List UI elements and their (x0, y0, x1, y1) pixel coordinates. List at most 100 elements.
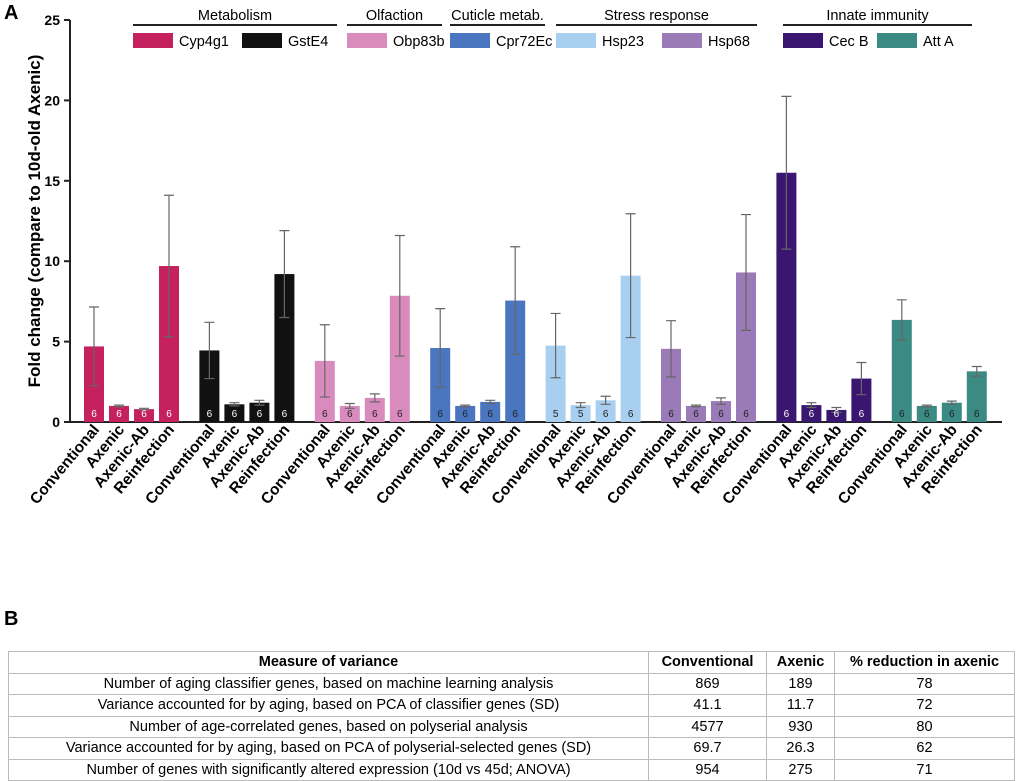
error-bar (164, 194, 174, 338)
n-label: 6 (141, 409, 147, 420)
error-bar (394, 234, 405, 357)
y-tick-label: 25 (44, 12, 60, 28)
table: Measure of variance Conventional Axenic% r… (8, 651, 1015, 781)
bar (134, 409, 154, 422)
n-label: 6 (949, 409, 955, 420)
legend-label: GstE4 (288, 34, 328, 50)
legend-label: Obp83b (393, 34, 445, 50)
legend-label: Hsp68 (708, 34, 750, 50)
y-tick-label: 20 (44, 92, 60, 108)
error-bar (575, 402, 586, 409)
header-row: Measure of variance Conventional Axenic% r… (8, 651, 1015, 674)
n-label: 6 (809, 409, 815, 420)
legend-swatch (556, 33, 596, 48)
cell: Number of genes with significantly alter… (8, 758, 649, 781)
legend-label: Cpr72Ec (496, 34, 552, 50)
bar (545, 345, 566, 422)
legend-swatch (783, 33, 823, 48)
n-label: 6 (693, 409, 699, 420)
n-label: 6 (743, 409, 749, 420)
n-label: 5 (578, 409, 584, 420)
bar (570, 405, 591, 422)
n-label: 6 (207, 409, 213, 420)
n-label: 6 (462, 409, 468, 420)
bar (941, 402, 962, 422)
row: Number of age-correlated genes, based on… (8, 715, 1015, 738)
row: Variance accounted for by aging, based o… (8, 694, 1015, 717)
bar (826, 409, 847, 422)
y-tick-label: 15 (44, 173, 60, 189)
bar (620, 275, 641, 422)
n-label: 6 (232, 409, 238, 420)
chart: Fold change (compare to 10d-old Axenic) … (25, 8, 1002, 508)
y-axis-label: Fold change (compare to 10d-old Axenic) (25, 55, 44, 388)
n-label: 6 (397, 409, 403, 420)
bar (389, 295, 410, 422)
error-bar (435, 308, 446, 389)
error-bar (691, 404, 701, 408)
n-label: 6 (116, 409, 122, 420)
n-label: 6 (372, 409, 378, 420)
header-cell: Axenic (766, 651, 835, 674)
error-bar (254, 399, 265, 406)
error-bar (806, 402, 817, 409)
bar (455, 405, 476, 422)
bar (776, 172, 797, 422)
y-tick-label: 5 (52, 334, 60, 350)
error-bar (831, 406, 842, 413)
error-bar (600, 395, 611, 405)
legend-swatch (662, 33, 702, 48)
bar (109, 405, 129, 422)
cell: 71 (834, 758, 1015, 781)
n-label: 6 (166, 409, 172, 420)
bar (891, 319, 912, 422)
n-label: 5 (553, 409, 559, 420)
error-bar (460, 404, 471, 408)
bar (364, 397, 385, 422)
cell: 72 (834, 694, 1015, 717)
bar (686, 405, 706, 422)
panel-label: B (4, 608, 19, 630)
header-cell: Conventional (648, 651, 767, 674)
legend-group-label: Cuticle metab. (451, 8, 544, 24)
error-bar (666, 320, 676, 378)
error-bar (856, 361, 867, 396)
header-cell: % reduction in axenic (834, 651, 1015, 674)
n-label: 6 (437, 409, 443, 420)
bar (595, 400, 616, 422)
legend-label: Hsp23 (602, 34, 644, 50)
row: Number of genes with significantly alter… (8, 758, 1015, 781)
row: Variance accounted for by aging, based o… (8, 737, 1015, 760)
n-label: 6 (718, 409, 724, 420)
bar (274, 274, 295, 422)
legend-swatch (242, 33, 282, 48)
error-bar (716, 397, 726, 405)
n-label: 6 (512, 409, 518, 420)
legend-group-label: Stress response (604, 8, 709, 24)
legend-group-label: Olfaction (366, 8, 423, 24)
bar (736, 272, 756, 422)
error-bar (625, 213, 636, 339)
legend-swatch (450, 33, 490, 48)
y-tick-label: 0 (52, 414, 60, 430)
legend-label: Cec B (829, 34, 869, 50)
legend-swatch (347, 33, 387, 48)
n-label: 6 (603, 409, 609, 420)
cell: 4577 (648, 715, 767, 738)
n-label: 6 (257, 409, 263, 420)
error-bar (344, 402, 355, 409)
legend-group-label: Innate immunity (826, 8, 929, 24)
n-label: 6 (628, 409, 634, 420)
error-bar (550, 312, 561, 379)
cell: 954 (648, 758, 767, 781)
error-bar (781, 95, 792, 250)
legend-swatch (877, 33, 917, 48)
error-bar (279, 230, 290, 319)
n-label: 6 (784, 409, 790, 420)
n-label: 6 (322, 409, 328, 420)
n-label: 6 (899, 409, 905, 420)
cell: 62 (834, 737, 1015, 760)
cell: Number of aging classifier genes, based … (8, 672, 649, 695)
bar (249, 402, 270, 422)
